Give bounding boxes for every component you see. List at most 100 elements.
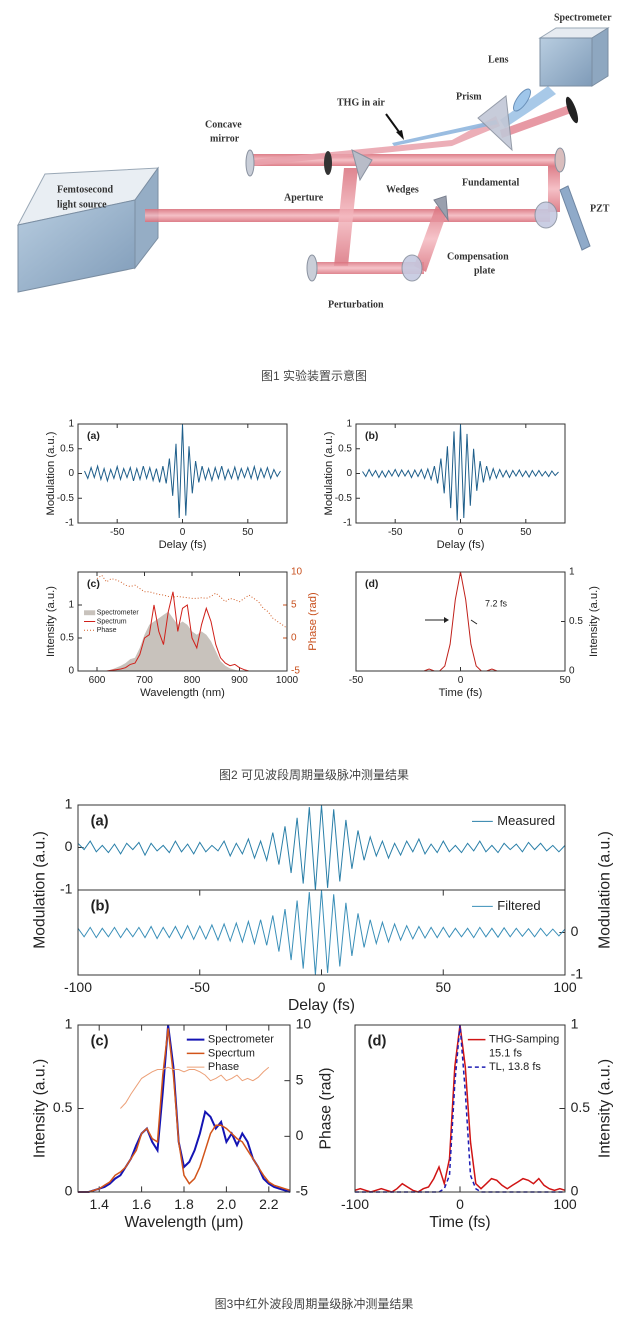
x-tick-label: -50 xyxy=(388,527,403,538)
y-tick-label: 1 xyxy=(346,419,352,430)
aperture xyxy=(324,151,332,175)
line xyxy=(78,889,565,976)
pzt-stage xyxy=(559,185,591,251)
label: THG in air xyxy=(337,97,385,108)
label: Lens xyxy=(488,54,509,65)
x-tick-label: 100 xyxy=(553,1196,577,1212)
panel-label: (a) xyxy=(87,430,100,442)
y-tick-label: 0.5 xyxy=(53,1099,73,1115)
y2-axis-label: Phase (rad) xyxy=(307,592,319,651)
legend-label: THG-Samping xyxy=(489,1034,559,1046)
y-axis-label: Intensity (a.u.) xyxy=(597,1059,614,1158)
y-tick-label: 0.5 xyxy=(338,443,352,454)
plot-frame xyxy=(77,571,288,672)
legend-label: TL, 13.8 fs xyxy=(489,1061,541,1073)
y-tick-label: -0.5 xyxy=(335,493,353,504)
y-axis-label: Modulation (a.u.) xyxy=(597,831,614,949)
panel-label: (c) xyxy=(91,1034,109,1050)
label: Concave xyxy=(205,119,242,130)
plot-frame xyxy=(355,423,566,524)
y-axis-label: Intensity (a.u.) xyxy=(45,586,57,657)
y2-tick-label: 0 xyxy=(296,1127,304,1143)
legend-label: 15.1 fs xyxy=(489,1047,523,1059)
compensation-plate xyxy=(401,254,423,282)
y2-tick-label: 0 xyxy=(291,633,297,644)
prism xyxy=(477,95,513,152)
x-tick-label: 50 xyxy=(435,979,451,995)
line xyxy=(78,1028,290,1193)
y-tick-label: 0 xyxy=(68,666,74,677)
y-tick-label: 0 xyxy=(68,468,74,479)
line xyxy=(120,1066,270,1109)
x-tick-label: 0 xyxy=(456,1196,464,1212)
x-tick-label: 700 xyxy=(136,675,153,686)
x-tick-label: 0 xyxy=(318,979,326,995)
concave-mirror xyxy=(245,149,255,177)
legend-swatch xyxy=(84,610,96,616)
x-tick-label: 1.8 xyxy=(174,1196,194,1212)
setup-diagram: Spectrometer Lens THG in air Prism Conca… xyxy=(17,12,612,310)
plot-frame xyxy=(77,804,566,891)
label: Fundamental xyxy=(462,177,519,188)
x-tick-label: 50 xyxy=(242,527,254,538)
y-tick-label: 0 xyxy=(571,923,579,939)
y-tick-label: -0.5 xyxy=(57,493,75,504)
x-tick-label: 0 xyxy=(458,527,464,538)
x-axis-label: Delay (fs) xyxy=(437,539,485,551)
label: Aperture xyxy=(284,192,324,203)
label: Wedges xyxy=(386,184,419,195)
label: mirror xyxy=(210,133,240,144)
line xyxy=(355,1024,565,1193)
plot-frame xyxy=(354,1024,566,1193)
line xyxy=(355,1024,565,1193)
y-tick-label: 1 xyxy=(68,419,74,430)
legend-label: Spectrum xyxy=(97,618,127,625)
x-tick-label: 50 xyxy=(559,675,571,686)
label: PZT xyxy=(590,203,610,214)
label: Prism xyxy=(456,91,482,102)
x-tick-label: 800 xyxy=(184,675,201,686)
y-axis-label: Intensity (a.u.) xyxy=(588,586,600,657)
legend-label: Phase xyxy=(208,1061,239,1073)
x-tick-label: 2.2 xyxy=(259,1196,279,1212)
label: plate xyxy=(474,265,496,276)
perturbation-vertical xyxy=(334,168,358,266)
plot-frame xyxy=(77,1024,291,1193)
area xyxy=(78,611,287,671)
y-axis-label: Modulation (a.u.) xyxy=(45,431,57,515)
y2-tick-label: -5 xyxy=(296,1183,309,1199)
prism-red-beam xyxy=(500,104,574,138)
black-stop xyxy=(565,96,579,124)
x-tick-label: 1.6 xyxy=(132,1196,152,1212)
x-tick-label: 600 xyxy=(89,675,106,686)
y-tick-label: 0 xyxy=(346,468,352,479)
legend-label: Specrtum xyxy=(208,1047,255,1059)
chart-panel: -50 0 50 -1 -0.5 0 0.5 1 (b) Delay (fs) Modulation… xyxy=(323,419,566,551)
x-tick-label: 2.0 xyxy=(217,1196,237,1212)
thg-blue-beam xyxy=(392,120,498,146)
annotation-arrowhead xyxy=(444,617,449,623)
y-tick-label: 1 xyxy=(571,1016,579,1032)
line xyxy=(96,574,287,629)
compensation-beam xyxy=(414,206,448,272)
legend-label: Spectrometer xyxy=(97,610,140,617)
wedge-2 xyxy=(433,195,449,222)
panel-label: (b) xyxy=(91,899,110,915)
y-tick-label: -1 xyxy=(60,881,73,897)
y2-axis-label: Phase (rad) xyxy=(318,1068,335,1150)
panel-label: (d) xyxy=(365,578,378,590)
chart-panel: -50 0 50 -1 -0.5 0 0.5 1 (a) Delay (fs) Modulation… xyxy=(45,419,288,551)
caption: 图1 实验装置示意图 xyxy=(261,368,367,383)
thg-beam xyxy=(252,116,500,166)
x-axis-label: Delay (fs) xyxy=(159,539,207,551)
y-tick-label: 0 xyxy=(571,1183,579,1199)
x-tick-label: -100 xyxy=(64,979,92,995)
label: Spectrometer xyxy=(554,12,612,23)
y2-tick-label: 10 xyxy=(296,1016,312,1032)
chart-panel: 600 700 800 900 1000 0 0.5 1 -5 0 5 10 (c) Wavelength… xyxy=(45,567,319,699)
perturbation-horizontal xyxy=(312,262,424,274)
y-tick-label: 0 xyxy=(569,666,575,677)
label: light source xyxy=(57,199,107,210)
